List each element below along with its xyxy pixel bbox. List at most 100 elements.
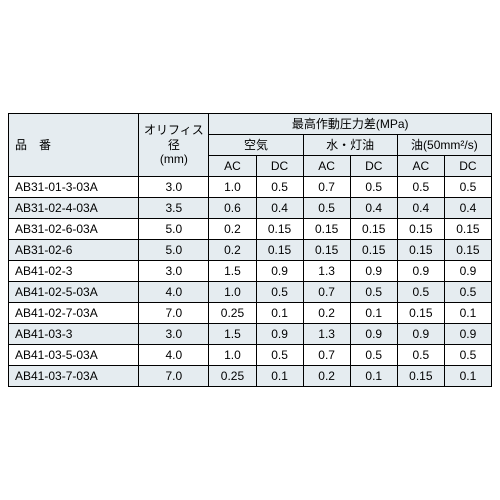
cell-wk-ac: 0.15 — [303, 219, 350, 240]
cell-oil-ac: 0.15 — [397, 366, 444, 387]
cell-orifice: 3.0 — [139, 177, 209, 198]
cell-oil-dc: 0.5 — [444, 345, 491, 366]
header-oil-ac: AC — [397, 156, 444, 177]
cell-oil-ac: 0.5 — [397, 282, 444, 303]
cell-wk-ac: 0.5 — [303, 198, 350, 219]
header-orifice-label: オリフィス径(mm) — [144, 123, 204, 166]
header-water-kerosene: 水・灯油 — [303, 135, 397, 156]
cell-air-ac: 0.2 — [209, 219, 256, 240]
cell-oil-ac: 0.9 — [397, 261, 444, 282]
cell-air-ac: 0.25 — [209, 366, 256, 387]
cell-orifice: 7.0 — [139, 366, 209, 387]
cell-wk-ac: 0.15 — [303, 240, 350, 261]
cell-orifice: 4.0 — [139, 345, 209, 366]
cell-oil-dc: 0.15 — [444, 240, 491, 261]
cell-orifice: 3.0 — [139, 261, 209, 282]
cell-wk-dc: 0.5 — [350, 345, 397, 366]
cell-wk-dc: 0.15 — [350, 240, 397, 261]
cell-wk-ac: 0.7 — [303, 177, 350, 198]
cell-air-ac: 1.0 — [209, 345, 256, 366]
cell-oil-ac: 0.15 — [397, 240, 444, 261]
cell-air-ac: 1.0 — [209, 177, 256, 198]
cell-oil-dc: 0.9 — [444, 324, 491, 345]
cell-part: AB31-02-4-03A — [9, 198, 139, 219]
cell-orifice: 7.0 — [139, 303, 209, 324]
cell-oil-ac: 0.9 — [397, 324, 444, 345]
header-wk-dc: DC — [350, 156, 397, 177]
cell-orifice: 5.0 — [139, 240, 209, 261]
cell-air-dc: 0.5 — [256, 177, 303, 198]
header-orifice: オリフィス径(mm) — [139, 114, 209, 177]
table-row: AB41-02-7-03A7.00.250.10.20.10.150.1 — [9, 303, 492, 324]
table-row: AB31-02-4-03A3.50.60.40.50.40.40.4 — [9, 198, 492, 219]
table-row: AB41-02-33.01.50.91.30.90.90.9 — [9, 261, 492, 282]
cell-orifice: 3.5 — [139, 198, 209, 219]
cell-orifice: 4.0 — [139, 282, 209, 303]
cell-air-ac: 0.25 — [209, 303, 256, 324]
table-body: AB31-01-3-03A3.01.00.50.70.50.50.5AB31-0… — [9, 177, 492, 387]
cell-oil-ac: 0.5 — [397, 177, 444, 198]
cell-part: AB41-03-5-03A — [9, 345, 139, 366]
cell-oil-dc: 0.5 — [444, 282, 491, 303]
cell-orifice: 3.0 — [139, 324, 209, 345]
cell-air-dc: 0.5 — [256, 282, 303, 303]
cell-part: AB41-02-7-03A — [9, 303, 139, 324]
cell-air-ac: 0.2 — [209, 240, 256, 261]
header-oil-dc: DC — [444, 156, 491, 177]
cell-wk-dc: 0.5 — [350, 282, 397, 303]
table-row: AB41-02-5-03A4.01.00.50.70.50.50.5 — [9, 282, 492, 303]
cell-wk-ac: 0.7 — [303, 282, 350, 303]
table-row: AB31-02-65.00.20.150.150.150.150.15 — [9, 240, 492, 261]
cell-part: AB41-02-3 — [9, 261, 139, 282]
cell-air-dc: 0.4 — [256, 198, 303, 219]
cell-oil-dc: 0.9 — [444, 261, 491, 282]
cell-wk-dc: 0.15 — [350, 219, 397, 240]
cell-oil-ac: 0.5 — [397, 345, 444, 366]
cell-air-ac: 1.5 — [209, 261, 256, 282]
table-row: AB31-02-6-03A5.00.20.150.150.150.150.15 — [9, 219, 492, 240]
cell-wk-ac: 1.3 — [303, 324, 350, 345]
header-part-number: 品 番 — [9, 114, 139, 177]
cell-wk-dc: 0.1 — [350, 366, 397, 387]
table-row: AB41-03-5-03A4.01.00.50.70.50.50.5 — [9, 345, 492, 366]
cell-oil-dc: 0.1 — [444, 366, 491, 387]
cell-part: AB41-02-5-03A — [9, 282, 139, 303]
cell-air-dc: 0.15 — [256, 219, 303, 240]
cell-oil-ac: 0.15 — [397, 219, 444, 240]
table-row: AB41-03-33.01.50.91.30.90.90.9 — [9, 324, 492, 345]
header-wk-ac: AC — [303, 156, 350, 177]
cell-air-ac: 1.5 — [209, 324, 256, 345]
cell-part: AB41-03-3 — [9, 324, 139, 345]
cell-wk-ac: 0.7 — [303, 345, 350, 366]
cell-air-dc: 0.15 — [256, 240, 303, 261]
cell-part: AB31-02-6 — [9, 240, 139, 261]
cell-wk-ac: 0.2 — [303, 366, 350, 387]
cell-oil-ac: 0.15 — [397, 303, 444, 324]
cell-wk-dc: 0.9 — [350, 261, 397, 282]
cell-orifice: 5.0 — [139, 219, 209, 240]
cell-part: AB31-02-6-03A — [9, 219, 139, 240]
cell-oil-dc: 0.15 — [444, 219, 491, 240]
cell-air-ac: 0.6 — [209, 198, 256, 219]
header-max-pressure: 最高作動圧力差(MPa) — [209, 114, 492, 135]
header-air-dc: DC — [256, 156, 303, 177]
cell-wk-dc: 0.9 — [350, 324, 397, 345]
header-oil: 油(50mm²/s) — [397, 135, 491, 156]
cell-wk-ac: 0.2 — [303, 303, 350, 324]
table-row: AB31-01-3-03A3.01.00.50.70.50.50.5 — [9, 177, 492, 198]
table-row: AB41-03-7-03A7.00.250.10.20.10.150.1 — [9, 366, 492, 387]
cell-air-dc: 0.9 — [256, 324, 303, 345]
cell-wk-dc: 0.1 — [350, 303, 397, 324]
cell-air-dc: 0.5 — [256, 345, 303, 366]
cell-oil-dc: 0.4 — [444, 198, 491, 219]
cell-oil-dc: 0.5 — [444, 177, 491, 198]
cell-part: AB41-03-7-03A — [9, 366, 139, 387]
header-air-ac: AC — [209, 156, 256, 177]
cell-part: AB31-01-3-03A — [9, 177, 139, 198]
cell-oil-dc: 0.1 — [444, 303, 491, 324]
header-air: 空気 — [209, 135, 303, 156]
cell-wk-ac: 1.3 — [303, 261, 350, 282]
cell-oil-ac: 0.4 — [397, 198, 444, 219]
cell-wk-dc: 0.4 — [350, 198, 397, 219]
cell-air-dc: 0.1 — [256, 303, 303, 324]
